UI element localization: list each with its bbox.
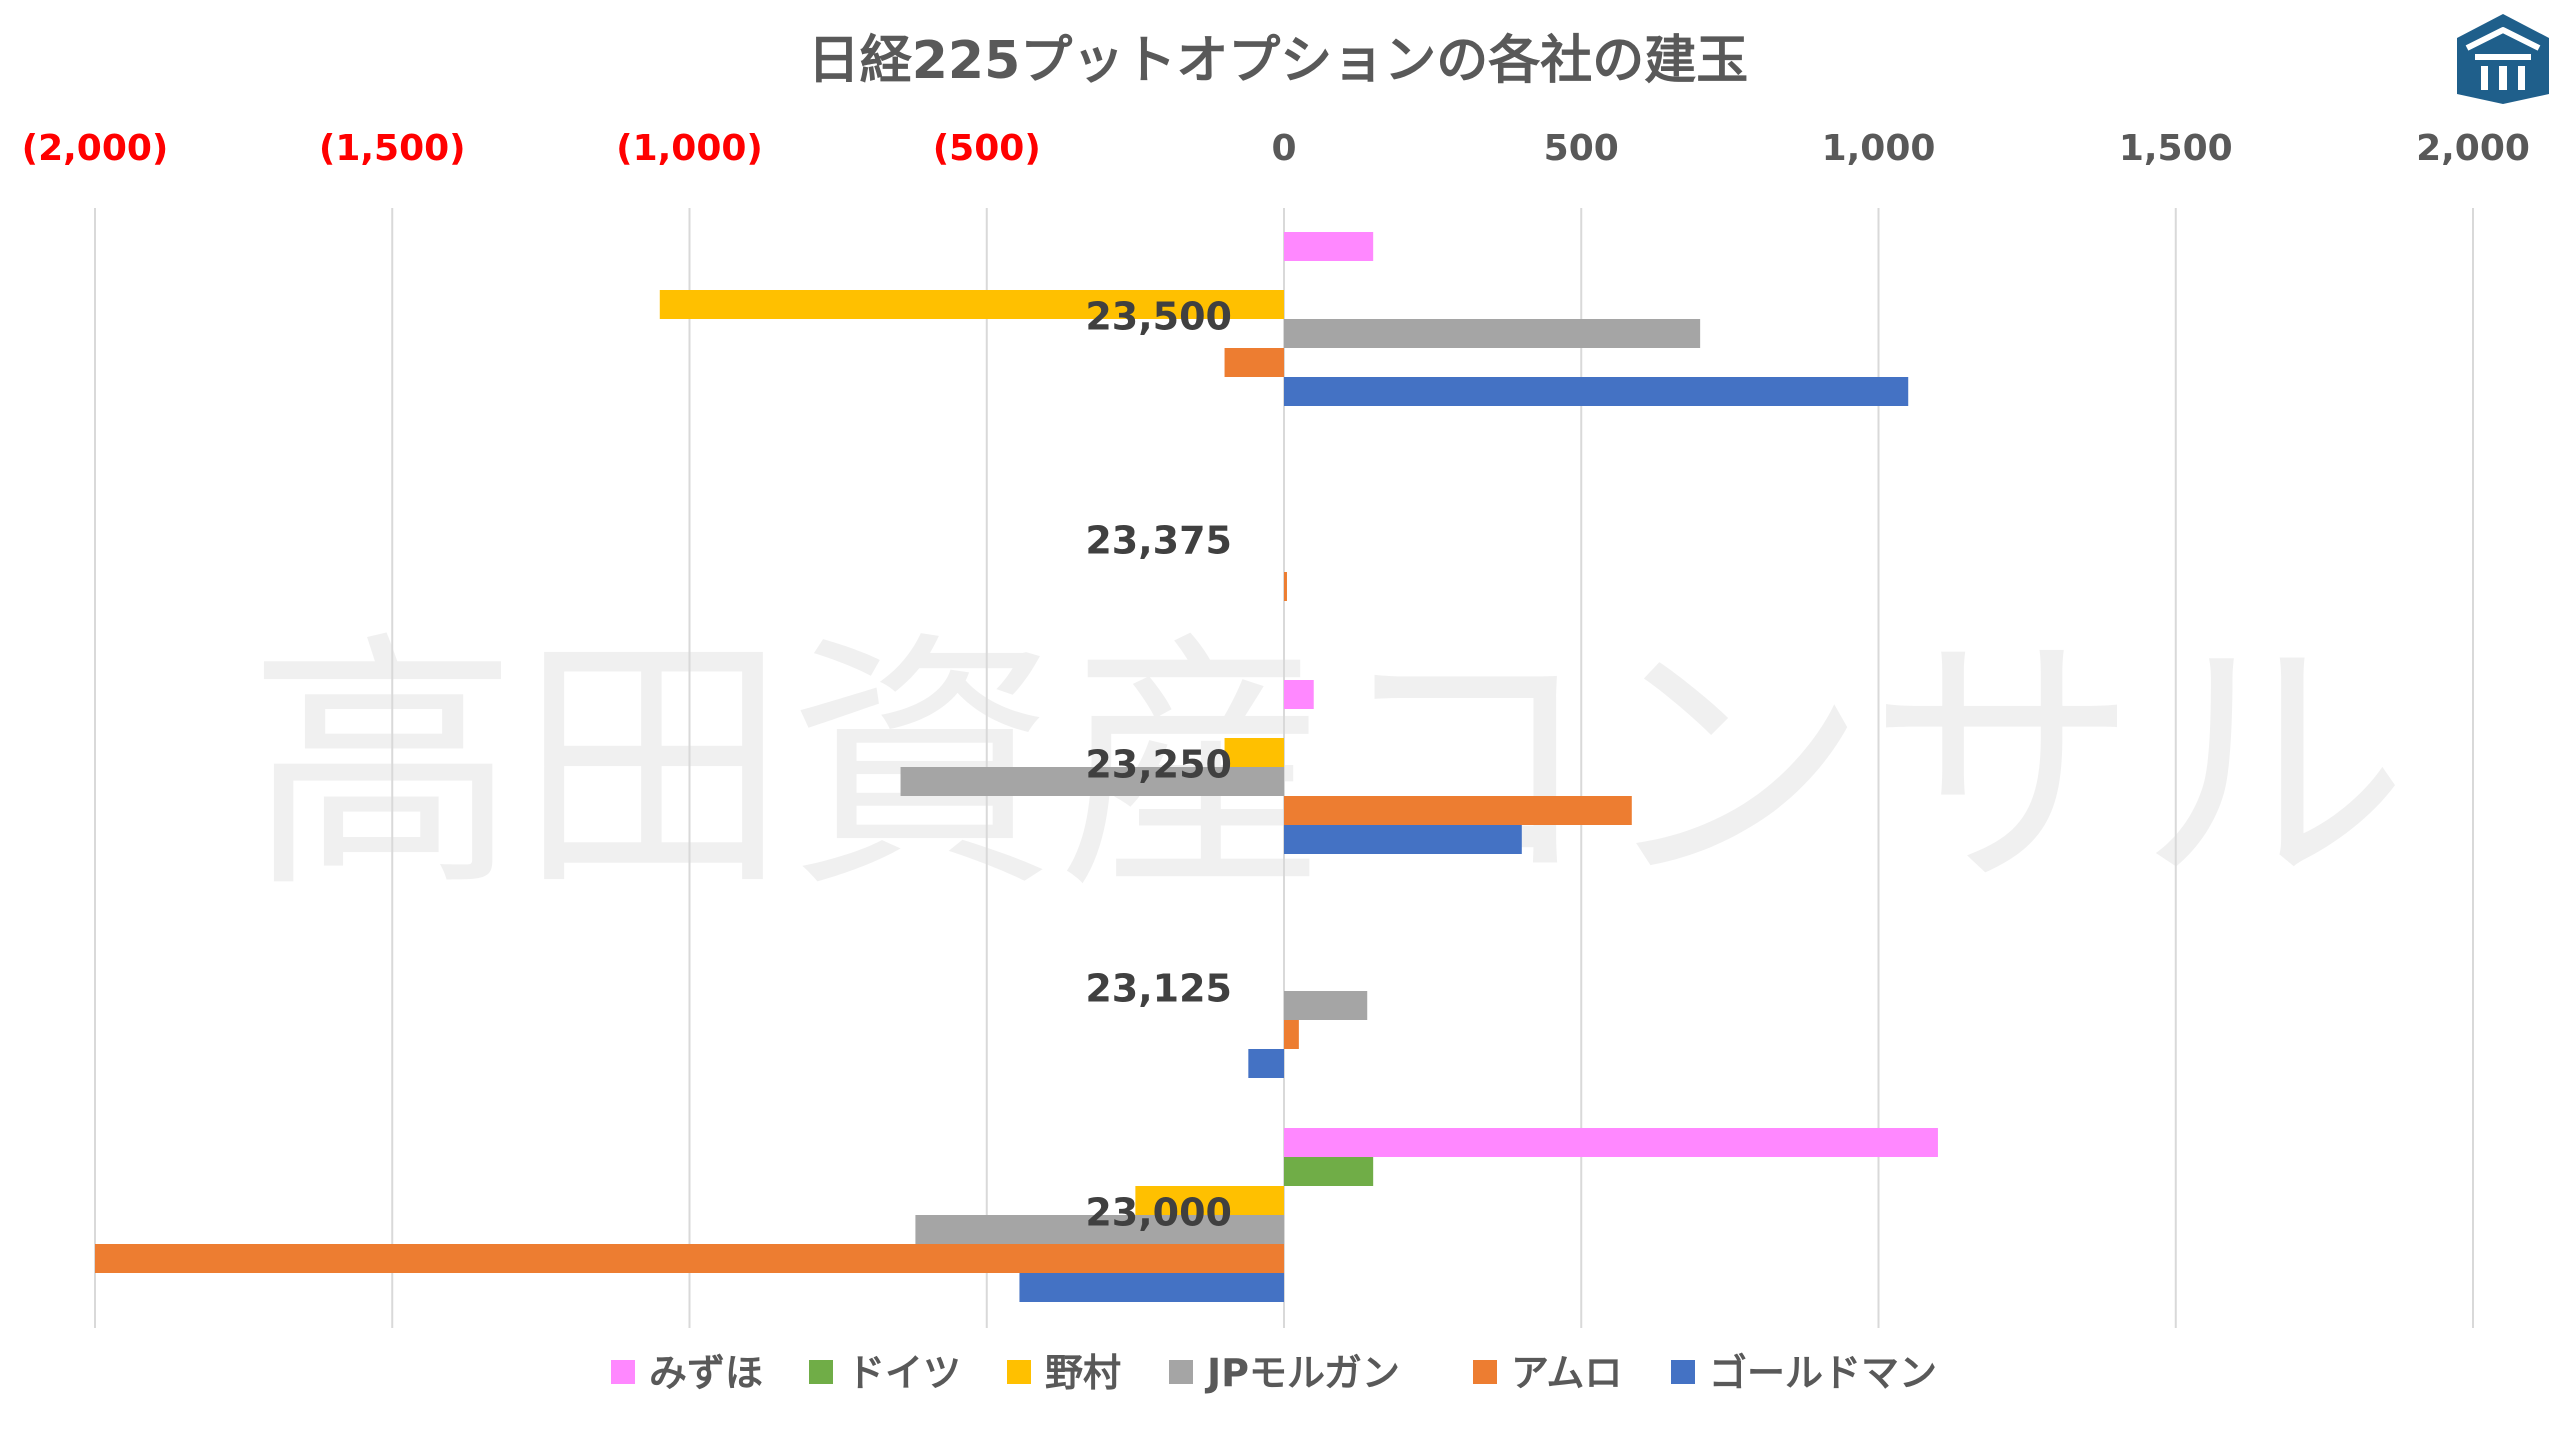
bars [95,232,1938,1302]
legend-swatch-5 [1671,1360,1695,1384]
legend-label-1: ドイツ [847,1351,961,1395]
bar-4-1 [1284,572,1287,601]
x-tick-label-0: (2,000) [22,128,169,169]
legend-swatch-1 [809,1360,833,1384]
bar-5-3 [1248,1049,1284,1078]
x-tick-label-2: (1,000) [616,128,763,169]
bar-5-0 [1284,377,1909,406]
bar-2-0 [659,290,1284,319]
category-label-3: 23,125 [1085,967,1232,1011]
bar-3-0 [1284,319,1701,348]
bar-4-3 [1284,1020,1299,1049]
bar-1-4 [1284,1157,1374,1186]
x-tick-label-4: 0 [1271,128,1296,169]
bar-5-4 [1019,1273,1284,1302]
legend-swatch-4 [1473,1360,1497,1384]
legend-label-2: 野村 [1045,1351,1121,1395]
legend: みずほ ドイツ 野村 JPモルガン アムロ ゴールドマン [611,1351,1937,1395]
x-tick-label-1: (1,500) [319,128,466,169]
category-label-0: 23,500 [1085,295,1232,339]
x-tick-label-6: 1,000 [1822,128,1936,169]
bar-3-3 [1284,991,1368,1020]
x-axis-ticks: (2,000) (1,500) (1,000) (500) 0 500 1,000 1,500… [22,128,2530,169]
bar-5-2 [1284,825,1522,854]
bar-3-4 [915,1215,1284,1244]
legend-label-4: アムロ [1511,1351,1622,1395]
legend-label-5: ゴールドマン [1709,1351,1937,1395]
legend-label-0: みずほ [649,1351,763,1395]
bar-0-0 [1284,232,1374,261]
bar-3-2 [900,767,1284,796]
x-tick-label-3: (500) [933,128,1041,169]
category-label-4: 23,000 [1085,1191,1232,1235]
roof-house-logo-icon [2457,14,2549,104]
category-label-1: 23,375 [1085,519,1232,563]
bar-2-2 [1224,738,1284,767]
bar-4-2 [1284,796,1632,825]
category-labels: 23,500 23,375 23,250 23,125 23,000 [1085,295,1232,1235]
x-tick-label-5: 500 [1544,128,1619,169]
legend-swatch-2 [1007,1360,1031,1384]
bar-0-4 [1284,1128,1938,1157]
legend-swatch-3 [1169,1360,1193,1384]
bar-2-4 [1135,1186,1284,1215]
x-tick-label-8: 2,000 [2416,128,2530,169]
category-label-2: 23,250 [1085,743,1232,787]
bar-0-2 [1284,680,1314,709]
watermark-text: 高田資産コンサル [248,609,2408,924]
bar-4-4 [95,1244,1284,1273]
bar-4-0 [1224,348,1284,377]
x-tick-label-7: 1,500 [2119,128,2233,169]
legend-label-3: JPモルガン [1204,1351,1400,1395]
legend-swatch-0 [611,1360,635,1384]
chart-title: 日経225プットオプションの各社の建玉 [808,31,1749,91]
